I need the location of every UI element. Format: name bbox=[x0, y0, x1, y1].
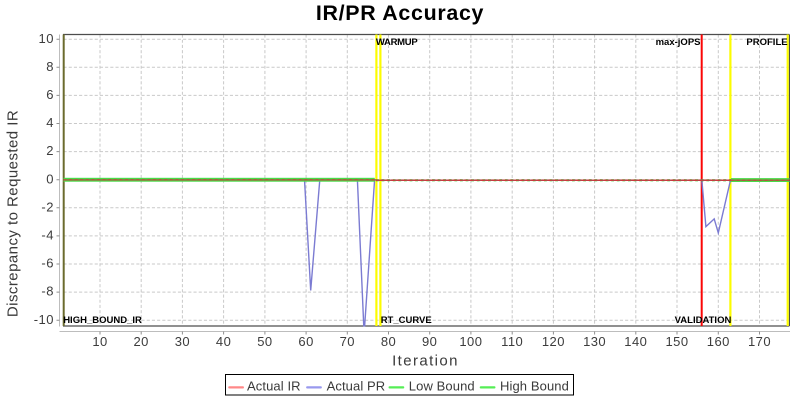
svg-text:120: 120 bbox=[542, 334, 565, 349]
svg-text:RT_CURVE: RT_CURVE bbox=[381, 315, 432, 326]
svg-text:-8: -8 bbox=[41, 284, 53, 299]
svg-text:WARMUP: WARMUP bbox=[376, 37, 418, 48]
svg-text:110: 110 bbox=[501, 334, 523, 349]
svg-text:HIGH_BOUND_IR: HIGH_BOUND_IR bbox=[63, 315, 142, 326]
svg-text:160: 160 bbox=[707, 334, 730, 349]
svg-text:140: 140 bbox=[624, 334, 647, 349]
svg-text:50: 50 bbox=[257, 334, 272, 349]
svg-text:70: 70 bbox=[340, 334, 355, 349]
svg-text:max-jOPS: max-jOPS bbox=[656, 37, 701, 48]
svg-text:-4: -4 bbox=[41, 228, 53, 243]
svg-text:0: 0 bbox=[46, 171, 54, 186]
svg-text:8: 8 bbox=[46, 59, 54, 74]
svg-text:60: 60 bbox=[298, 334, 313, 349]
svg-text:30: 30 bbox=[175, 334, 190, 349]
svg-text:IR/PR Accuracy: IR/PR Accuracy bbox=[316, 1, 484, 25]
svg-text:6: 6 bbox=[46, 87, 54, 102]
svg-text:10: 10 bbox=[39, 31, 54, 46]
svg-text:20: 20 bbox=[134, 334, 149, 349]
svg-text:VALIDATION: VALIDATION bbox=[675, 315, 732, 326]
svg-text:-2: -2 bbox=[41, 199, 53, 214]
svg-text:High Bound: High Bound bbox=[500, 379, 569, 394]
svg-text:40: 40 bbox=[216, 334, 231, 349]
svg-text:100: 100 bbox=[459, 334, 482, 349]
svg-text:80: 80 bbox=[381, 334, 396, 349]
svg-text:-6: -6 bbox=[41, 256, 53, 271]
svg-text:Discrepancy to Requested IR: Discrepancy to Requested IR bbox=[5, 110, 22, 317]
svg-text:150: 150 bbox=[665, 334, 688, 349]
svg-text:130: 130 bbox=[583, 334, 606, 349]
svg-text:90: 90 bbox=[422, 334, 437, 349]
svg-text:Low Bound: Low Bound bbox=[409, 379, 475, 394]
svg-text:Actual PR: Actual PR bbox=[327, 379, 386, 394]
svg-text:10: 10 bbox=[92, 334, 107, 349]
svg-text:PROFILE: PROFILE bbox=[746, 37, 787, 48]
svg-text:2: 2 bbox=[46, 143, 54, 158]
svg-text:170: 170 bbox=[748, 334, 771, 349]
svg-text:-10: -10 bbox=[34, 312, 54, 327]
svg-text:Iteration: Iteration bbox=[392, 352, 459, 369]
svg-text:4: 4 bbox=[46, 115, 54, 130]
svg-text:Actual IR: Actual IR bbox=[247, 379, 301, 394]
